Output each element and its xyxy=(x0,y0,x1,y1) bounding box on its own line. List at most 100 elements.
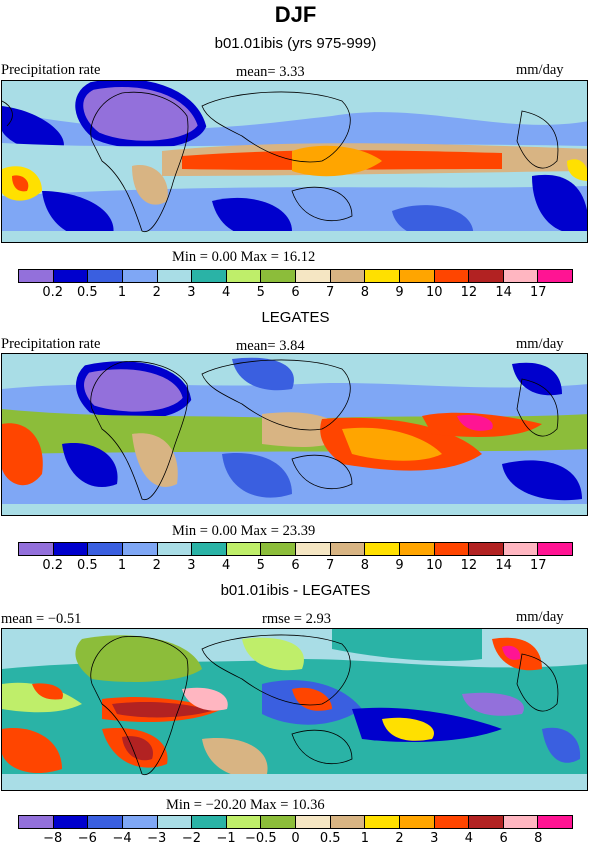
colorbar-tick-label: 7 xyxy=(326,285,335,300)
colorbar-swatch xyxy=(434,816,470,828)
colorbar-swatch xyxy=(88,270,123,282)
colorbar-swatch xyxy=(226,543,262,555)
panel-2-map xyxy=(1,353,588,516)
panel-1-map xyxy=(1,80,588,243)
colorbar-swatch xyxy=(296,543,331,555)
panel-2-minmax: Min = 0.00 Max = 23.39 xyxy=(172,523,316,539)
colorbar-swatch xyxy=(538,816,572,828)
colorbar-swatch xyxy=(53,270,89,282)
colorbar-swatch xyxy=(122,270,158,282)
colorbar-tick-label: 9 xyxy=(395,285,404,300)
colorbar-swatch xyxy=(399,543,435,555)
panel-3-title: b01.01ibis - LEGATES xyxy=(220,582,371,599)
colorbar-swatch xyxy=(469,816,504,828)
colorbar-tick-label: 4 xyxy=(221,285,231,300)
colorbar-tick-label: −1 xyxy=(216,831,236,846)
colorbar-tick-label: 10 xyxy=(425,558,443,573)
colorbar-swatch xyxy=(192,270,227,282)
colorbar-swatch xyxy=(330,543,366,555)
colorbar-tick-label: 17 xyxy=(530,285,547,300)
colorbar-tick-label: 8 xyxy=(360,285,370,300)
colorbar-swatch xyxy=(19,270,54,282)
colorbar-tick-label: 6 xyxy=(291,558,300,573)
colorbar-tick-label: 2 xyxy=(395,831,404,846)
panel-1-colorbar-ticks: 0.2 0.5 1 2 3 4 5 6 7 8 9 10 12 14 17 xyxy=(18,285,573,301)
colorbar-swatch xyxy=(434,270,470,282)
colorbar-swatch xyxy=(365,270,400,282)
colorbar-tick-label: −2 xyxy=(181,831,202,846)
colorbar-swatch xyxy=(261,543,296,555)
colorbar-tick-label: 4 xyxy=(221,558,231,573)
colorbar-tick-label: −3 xyxy=(147,831,167,846)
panel-3-colorbar-ticks: −8 −6 −4 −3 −2 −1 −0.5 0 0.5 1 2 3 4 6 8 xyxy=(18,831,573,847)
panel-2-colorbar xyxy=(18,542,573,556)
panel-2-units: mm/day xyxy=(516,336,564,352)
colorbar-tick-label: 8 xyxy=(534,831,543,846)
colorbar-tick-label: 1 xyxy=(360,831,370,846)
colorbar-tick-label: 4 xyxy=(464,831,474,846)
colorbar-swatch xyxy=(226,816,262,828)
colorbar-tick-label: 14 xyxy=(495,558,512,573)
colorbar-swatch xyxy=(538,543,572,555)
colorbar-tick-label: 2 xyxy=(152,285,161,300)
colorbar-tick-label: 3 xyxy=(430,831,439,846)
colorbar-tick-label: 0.5 xyxy=(77,285,98,300)
colorbar-swatch xyxy=(157,270,193,282)
colorbar-swatch xyxy=(88,816,123,828)
panel-3-colorbar xyxy=(18,815,573,829)
colorbar-swatch xyxy=(157,543,193,555)
colorbar-swatch xyxy=(434,543,470,555)
colorbar-tick-label: −4 xyxy=(112,831,132,846)
colorbar-swatch xyxy=(19,543,54,555)
figure-title: DJF xyxy=(274,2,317,27)
panel-1-colorbar xyxy=(18,269,573,283)
panel-2-title: LEGATES xyxy=(261,309,330,326)
colorbar-swatch xyxy=(469,543,504,555)
panel-1-minmax: Min = 0.00 Max = 16.12 xyxy=(172,249,316,265)
colorbar-tick-label: 0 xyxy=(291,831,300,846)
colorbar-swatch xyxy=(122,543,158,555)
colorbar-swatch xyxy=(503,270,539,282)
colorbar-swatch xyxy=(503,816,539,828)
panel-3-mean-label: mean = −0.51 xyxy=(1,611,82,627)
colorbar-swatch xyxy=(330,816,366,828)
colorbar-tick-label: 0.2 xyxy=(42,285,64,300)
panel-1-title: b01.01ibis (yrs 975-999) xyxy=(214,35,377,52)
colorbar-swatch xyxy=(226,270,262,282)
panel-1-units: mm/day xyxy=(516,62,564,78)
colorbar-tick-label: 0.5 xyxy=(319,831,341,846)
panel-3-minmax: Min = −20.20 Max = 10.36 xyxy=(166,797,325,813)
colorbar-swatch xyxy=(296,270,331,282)
panel-3-units: mm/day xyxy=(516,609,564,625)
colorbar-tick-label: −6 xyxy=(77,831,97,846)
colorbar-tick-label: 17 xyxy=(530,558,547,573)
colorbar-tick-label: 2 xyxy=(152,558,161,573)
panel-1-variable-label: Precipitation rate xyxy=(1,62,101,78)
panel-3-rmse-label: rmse = 2.93 xyxy=(262,611,331,627)
colorbar-tick-label: 1 xyxy=(117,285,127,300)
colorbar-tick-label: 5 xyxy=(256,285,265,300)
colorbar-tick-label: 12 xyxy=(460,558,478,573)
panel-2-mean-label: mean= 3.84 xyxy=(236,338,305,354)
colorbar-swatch xyxy=(19,816,54,828)
colorbar-tick-label: 7 xyxy=(326,558,335,573)
colorbar-swatch xyxy=(399,816,435,828)
colorbar-swatch xyxy=(157,816,193,828)
colorbar-tick-label: −8 xyxy=(43,831,63,846)
colorbar-tick-label: 8 xyxy=(360,558,370,573)
colorbar-swatch xyxy=(330,270,366,282)
colorbar-swatch xyxy=(365,816,400,828)
colorbar-tick-label: 3 xyxy=(187,558,196,573)
colorbar-tick-label: 5 xyxy=(256,558,265,573)
colorbar-swatch xyxy=(503,543,539,555)
panel-2-variable-label: Precipitation rate xyxy=(1,336,101,352)
colorbar-swatch xyxy=(296,816,331,828)
panel-3-map xyxy=(1,628,588,791)
colorbar-swatch xyxy=(122,816,158,828)
colorbar-swatch xyxy=(53,543,89,555)
colorbar-swatch xyxy=(88,543,123,555)
colorbar-swatch xyxy=(192,543,227,555)
colorbar-swatch xyxy=(399,270,435,282)
colorbar-tick-label: 1 xyxy=(117,558,127,573)
colorbar-tick-label: 0.5 xyxy=(77,558,98,573)
